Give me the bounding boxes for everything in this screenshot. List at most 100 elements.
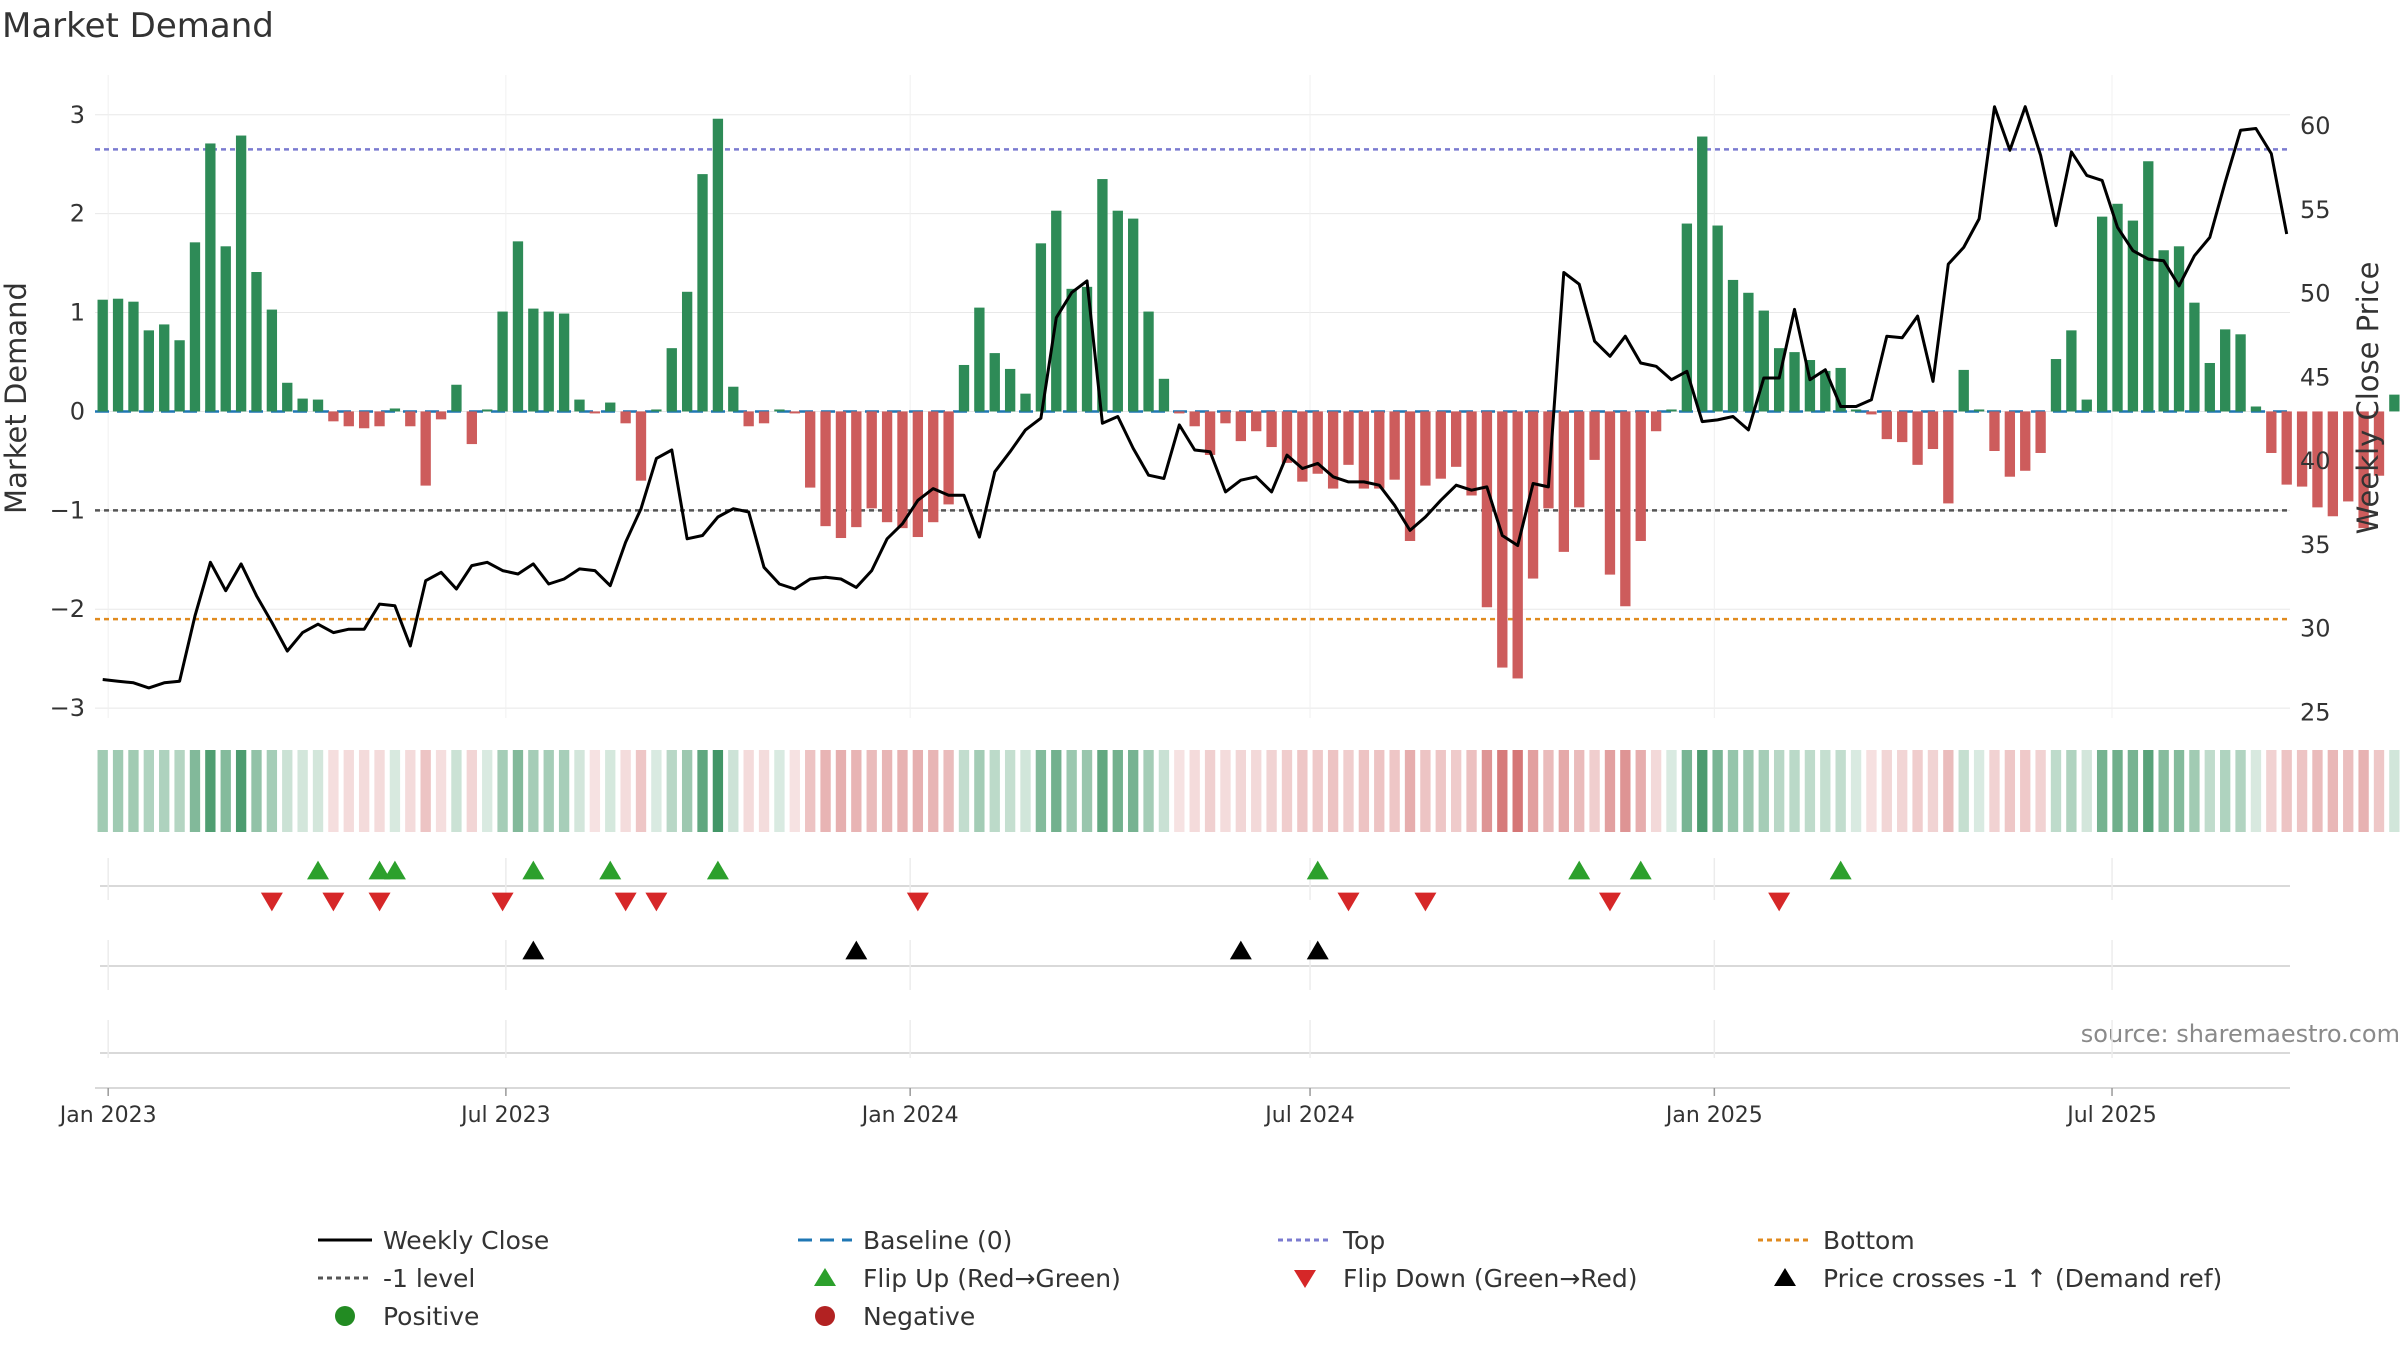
strip-cell — [1866, 750, 1877, 832]
demand-bar — [912, 411, 924, 538]
strip-cell — [1620, 750, 1631, 832]
date-axis-ticks: Jan 2023 Jul 2023 Jan 2024 Jul 2024 Jan 2025… — [58, 1088, 2157, 1128]
flip-up-marker — [1629, 860, 1652, 880]
demand-bar — [1143, 311, 1154, 412]
strip-cell — [1497, 750, 1508, 832]
demand-bar — [1420, 411, 1431, 486]
strip-cell — [466, 750, 477, 832]
demand-bar — [1450, 411, 1462, 467]
strip-cell — [543, 750, 554, 832]
strip-cell — [1712, 750, 1723, 832]
y-tick-label: −3 — [50, 694, 85, 722]
strip-cell — [1943, 750, 1954, 832]
y-axis-label: Market Demand — [0, 282, 33, 514]
flip-down-marker — [491, 892, 514, 912]
legend-label: Weekly Close — [383, 1226, 549, 1255]
strip-cell — [2204, 750, 2215, 832]
x-tick-label: Jul 2025 — [2065, 1103, 2157, 1128]
strip-cell — [681, 750, 693, 832]
strip-cell — [1881, 750, 1892, 832]
demand-bar — [881, 411, 893, 523]
demand-bar — [405, 411, 416, 427]
strip-cell — [1989, 750, 2000, 832]
demand-bar — [2343, 411, 2354, 502]
strip-cell — [805, 750, 816, 832]
strip-cell — [2143, 750, 2154, 832]
demand-bar — [1943, 411, 1954, 504]
demand-bar — [2050, 359, 2062, 412]
strip-cell — [558, 750, 570, 832]
strip-cell — [989, 750, 1000, 832]
strip-cell — [1650, 750, 1662, 832]
strip-cell — [374, 750, 385, 832]
strip-cell — [1666, 750, 1677, 832]
demand-bar — [189, 242, 201, 412]
strip-cell — [1912, 750, 1923, 832]
legend-label: Negative — [863, 1302, 975, 1331]
strip-cell — [1343, 750, 1354, 832]
legend-label: Bottom — [1823, 1226, 1915, 1255]
demand-bar — [128, 301, 139, 412]
strip-cell — [2050, 750, 2062, 832]
demand-bar — [928, 411, 939, 523]
demand-bar — [2020, 411, 2031, 471]
strip-cell — [666, 750, 677, 832]
demand-bar — [866, 411, 877, 509]
demand-bar — [1204, 411, 1216, 455]
demand-bar — [2327, 411, 2339, 517]
demand-bar — [1404, 411, 1416, 541]
demand-bar — [528, 308, 539, 412]
demand-bar — [1973, 409, 1985, 412]
demand-bar — [1727, 279, 1739, 412]
strip-cell — [774, 750, 785, 832]
strip-cell — [651, 750, 662, 832]
strip-cell — [1097, 750, 1108, 832]
demand-bar — [497, 311, 508, 412]
strip-cell — [881, 750, 893, 832]
demand-bar — [1081, 286, 1093, 412]
flip-down-marker — [645, 892, 668, 912]
strip-cell — [389, 750, 401, 832]
demand-bar — [743, 411, 754, 427]
demand-bar — [1743, 292, 1754, 412]
strip-cell — [1850, 750, 1862, 832]
strip-cell — [1374, 750, 1385, 832]
strip-cell — [1727, 750, 1739, 832]
strip-cell — [2020, 750, 2031, 832]
demand-bar — [1712, 225, 1723, 412]
demand-bar — [1697, 136, 1708, 412]
demand-bar — [451, 384, 462, 412]
strip-cell — [1743, 750, 1754, 832]
flip-down-marker — [1598, 892, 1621, 912]
strip-cell — [1773, 750, 1785, 832]
strip-cell — [128, 750, 139, 832]
demand-bar — [2189, 302, 2200, 412]
strip-cell — [1020, 750, 1031, 832]
demand-bar — [97, 299, 108, 412]
demand-bar — [758, 411, 770, 424]
strip-cell — [159, 750, 170, 832]
strip-cell — [743, 750, 754, 832]
flip-up-marker — [1568, 860, 1591, 880]
demand-bar — [1051, 210, 1062, 412]
demand-bar — [1189, 411, 1200, 427]
strip-cell — [297, 750, 308, 832]
strip-cell — [1512, 750, 1523, 832]
strip-cell — [912, 750, 924, 832]
strip-cell — [2081, 750, 2092, 832]
strip-cell — [1143, 750, 1154, 832]
strip-cell — [1835, 750, 1846, 832]
strip-cell — [482, 750, 493, 832]
strip-cell — [2112, 750, 2123, 832]
demand-bar — [1666, 409, 1677, 412]
strip-cell — [1174, 750, 1185, 832]
demand-bar — [328, 411, 339, 422]
strip-cell — [605, 750, 616, 832]
strip-cell — [1189, 750, 1200, 832]
strip-cell — [943, 750, 954, 832]
price-line-layer — [102, 105, 2289, 690]
strip-cell — [220, 750, 231, 832]
strip-cell — [2327, 750, 2339, 832]
strip-cell — [897, 750, 908, 832]
x-tick-label: Jul 2023 — [459, 1103, 551, 1128]
